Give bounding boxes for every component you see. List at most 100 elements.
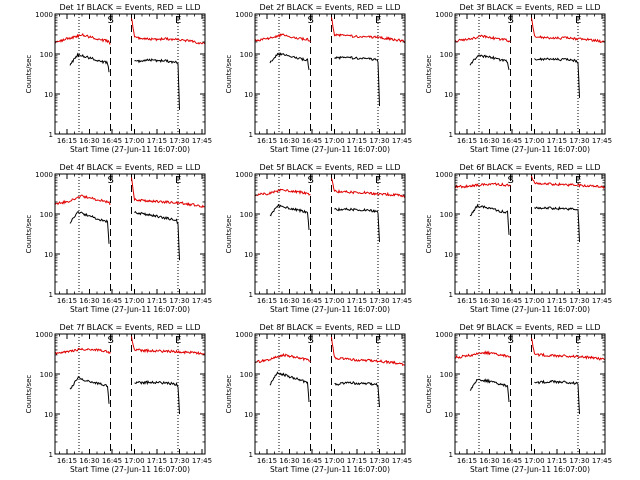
y-tick-label: 1000 <box>235 171 253 179</box>
y-axis-label: Counts/sec <box>425 215 433 254</box>
marker-label: S <box>508 15 514 26</box>
plot-frame <box>454 13 606 135</box>
y-tick-label: 1 <box>49 131 53 139</box>
x-tick-label: 17:45 <box>592 137 612 145</box>
series-events-line <box>69 211 110 244</box>
y-tick-label: 1000 <box>35 331 53 339</box>
plot-frame <box>54 13 206 135</box>
x-tick-label: 17:30 <box>569 297 589 305</box>
panel-title: Det 9f BLACK = Events, RED = LLD <box>459 323 600 332</box>
series-lld-line <box>55 347 111 356</box>
x-tick-label: 17:00 <box>124 457 144 465</box>
series-lld-line <box>131 336 205 356</box>
x-tick-label: 17:15 <box>347 297 367 305</box>
series-events-line <box>134 379 180 415</box>
y-tick-label: 1 <box>49 451 53 459</box>
x-tick-label: 16:30 <box>479 137 499 145</box>
marker-label: E <box>175 335 181 346</box>
marker-label: E <box>175 15 181 26</box>
series-events-line <box>334 381 380 408</box>
series-events-line <box>469 54 510 71</box>
x-tick-label: 16:30 <box>479 297 499 305</box>
marker-label: S <box>508 175 514 186</box>
series-events-line <box>334 55 380 107</box>
marker-label: E <box>375 175 381 186</box>
x-tick-label: 16:30 <box>279 297 299 305</box>
x-tick-label: 17:45 <box>592 457 612 465</box>
panel-3: Det 3f BLACK = Events, RED = LLD S E 1 10 100… <box>425 3 612 154</box>
y-axis-label: Counts/sec <box>225 375 233 414</box>
x-tick-label: 16:15 <box>257 457 277 465</box>
x-tick-label: 17:15 <box>147 457 167 465</box>
marker-label: E <box>575 15 581 26</box>
y-tick-label: 100 <box>40 211 53 219</box>
x-tick-label: 17:15 <box>147 297 167 305</box>
plot-frame <box>254 13 406 135</box>
x-axis-label: Start Time (27-Jun-11 16:07:00) <box>470 145 590 154</box>
x-tick-label: 16:15 <box>257 297 277 305</box>
series-lld-line <box>531 338 605 361</box>
series-events-line <box>534 57 580 98</box>
series-lld-line <box>455 34 511 43</box>
x-tick-label: 17:00 <box>524 137 544 145</box>
y-tick-label: 100 <box>40 51 53 59</box>
x-tick-label: 17:30 <box>369 457 389 465</box>
series-lld-line <box>455 350 511 359</box>
y-tick-label: 1 <box>249 451 253 459</box>
y-tick-label: 1 <box>49 291 53 299</box>
series-lld-line <box>55 194 111 206</box>
marker-label: S <box>308 175 314 186</box>
x-tick-label: 16:15 <box>57 457 77 465</box>
y-tick-label: 100 <box>440 211 453 219</box>
panel-2: Det 2f BLACK = Events, RED = LLD S E 1 10 100… <box>225 3 412 154</box>
panel-title: Det 4f BLACK = Events, RED = LLD <box>59 163 200 172</box>
x-tick-label: 17:30 <box>169 297 189 305</box>
x-tick-label: 16:15 <box>457 457 477 465</box>
x-tick-label: 17:45 <box>392 457 412 465</box>
series-events-line <box>134 210 180 261</box>
series-events-line <box>534 379 580 415</box>
panel-title: Det 5f BLACK = Events, RED = LLD <box>259 163 400 172</box>
plot-frame <box>54 333 206 455</box>
x-tick-label: 17:00 <box>324 297 344 305</box>
y-tick-label: 1000 <box>235 331 253 339</box>
series-events-line <box>134 58 180 110</box>
y-axis-label: Counts/sec <box>25 375 33 414</box>
marker-label: E <box>375 15 381 26</box>
marker-label: S <box>308 335 314 346</box>
panel-title: Det 2f BLACK = Events, RED = LLD <box>259 3 400 12</box>
x-tick-label: 17:00 <box>524 297 544 305</box>
x-tick-label: 17:30 <box>569 457 589 465</box>
x-tick-label: 17:45 <box>192 137 212 145</box>
plot-frame <box>454 173 606 295</box>
y-tick-label: 10 <box>244 91 253 99</box>
x-tick-label: 17:15 <box>347 457 367 465</box>
series-lld-line <box>255 353 311 364</box>
series-events-line <box>69 52 110 73</box>
x-tick-label: 16:30 <box>79 297 99 305</box>
y-tick-label: 1000 <box>435 331 453 339</box>
x-axis-label: Start Time (27-Jun-11 16:07:00) <box>270 465 390 474</box>
marker-label: S <box>108 335 114 346</box>
y-tick-label: 1000 <box>435 11 453 19</box>
y-tick-label: 10 <box>44 251 53 259</box>
y-tick-label: 10 <box>444 411 453 419</box>
y-tick-label: 1 <box>449 291 453 299</box>
x-tick-label: 16:15 <box>257 137 277 145</box>
panel-7: Det 7f BLACK = Events, RED = LLD S E 1 10 100… <box>25 323 212 474</box>
x-axis-label: Start Time (27-Jun-11 16:07:00) <box>70 305 190 314</box>
x-tick-label: 16:15 <box>57 137 77 145</box>
x-tick-label: 16:45 <box>102 297 122 305</box>
panel-title: Det 7f BLACK = Events, RED = LLD <box>59 323 200 332</box>
marker-label: E <box>575 175 581 186</box>
series-lld-line <box>455 182 511 189</box>
y-tick-label: 1000 <box>35 11 53 19</box>
y-tick-label: 100 <box>40 371 53 379</box>
x-tick-label: 16:15 <box>457 297 477 305</box>
x-tick-label: 17:30 <box>369 137 389 145</box>
x-tick-label: 17:30 <box>169 137 189 145</box>
x-tick-label: 17:45 <box>392 297 412 305</box>
x-tick-label: 17:30 <box>569 137 589 145</box>
x-tick-label: 17:00 <box>124 297 144 305</box>
series-lld-line <box>255 188 311 197</box>
